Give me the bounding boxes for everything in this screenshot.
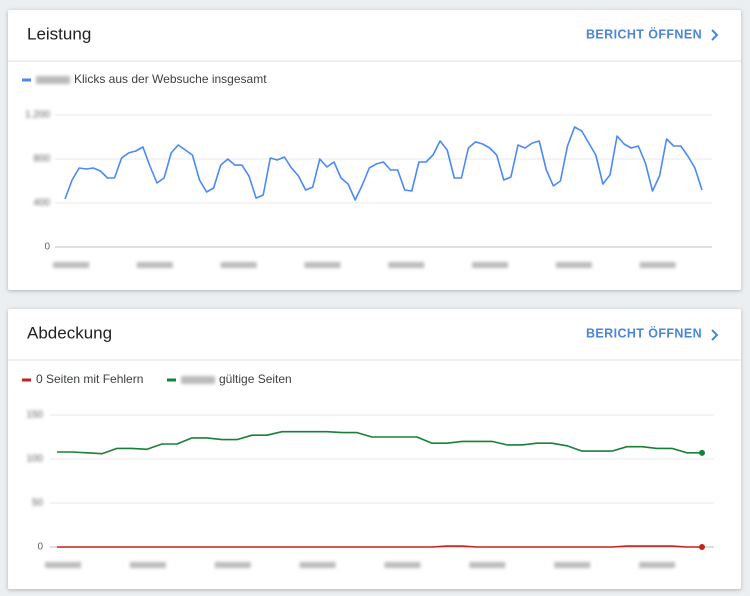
x-tick-label-blurred	[639, 262, 676, 268]
y-tick-label: 400	[33, 198, 50, 209]
y-tick-label: 1.200	[25, 110, 50, 121]
end-dot	[699, 449, 705, 456]
x-tick-label-blurred	[304, 262, 341, 268]
card	[8, 10, 741, 290]
report-link[interactable]: BERICHT ÖFFNEN	[586, 26, 702, 41]
chevron[interactable]	[711, 329, 719, 341]
y-tick-label: 0	[37, 542, 43, 553]
series-line	[57, 430, 702, 455]
y-tick-label: 0	[44, 242, 50, 253]
x-tick-label-blurred	[555, 262, 592, 268]
x-tick-label-blurred	[554, 562, 591, 568]
x-tick-label-blurred	[639, 562, 676, 568]
x-tick-label-blurred	[53, 262, 89, 268]
card-title: Leistung	[27, 24, 91, 43]
x-tick-label-blurred	[388, 262, 425, 268]
x-tick-label-blurred	[220, 262, 257, 268]
y-tick-label: 150	[26, 410, 43, 421]
chevron[interactable]	[711, 29, 719, 41]
y-tick-label: 800	[33, 154, 50, 165]
x-tick-label-blurred	[299, 562, 336, 568]
report-link[interactable]: BERICHT ÖFFNEN	[586, 325, 702, 340]
y-tick-label: 100	[26, 454, 43, 465]
series-line	[64, 126, 703, 201]
card-title: Abdeckung	[27, 323, 112, 342]
y-tick-label: 50	[32, 498, 44, 509]
legend-count-blurred	[36, 76, 70, 84]
legend-label: Klicks aus der Websuche insgesamt	[74, 72, 267, 86]
x-tick-label-blurred	[472, 262, 509, 268]
x-tick-label-blurred	[384, 562, 421, 568]
end-dot	[699, 544, 705, 550]
x-tick-label-blurred	[129, 562, 166, 568]
legend-label: 0 Seiten mit Fehlern	[36, 372, 143, 386]
x-tick-label-blurred	[469, 562, 506, 568]
series-line	[57, 545, 702, 548]
x-tick-label-blurred	[45, 562, 81, 568]
x-tick-label-blurred	[136, 262, 173, 268]
x-tick-label-blurred	[214, 562, 251, 568]
legend-count-blurred	[181, 376, 215, 384]
legend-label: gültige Seiten	[219, 372, 292, 386]
